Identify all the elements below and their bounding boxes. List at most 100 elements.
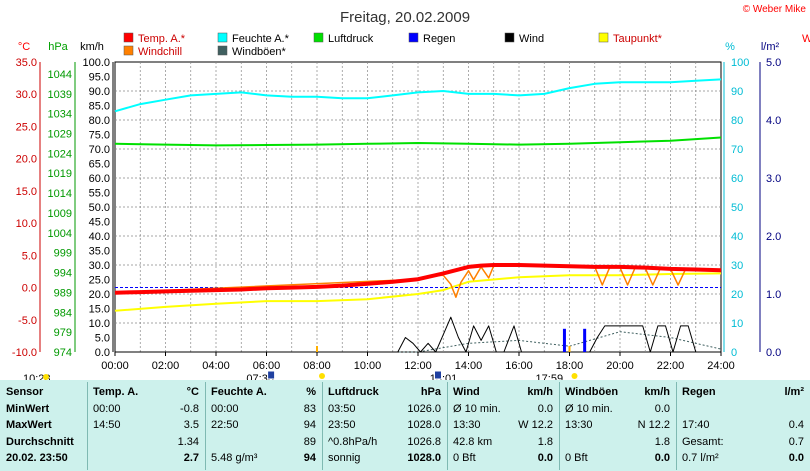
axis-tick-label: 0.0: [22, 283, 37, 295]
table-value: 1026.0: [407, 402, 441, 415]
x-tick-label: 10:00: [354, 360, 382, 372]
axis-tick-label: 80.0: [89, 115, 110, 127]
table-value: 0.0: [537, 452, 553, 464]
x-tick-label: 04:00: [202, 360, 230, 372]
table-time: Ø 10 min.: [453, 402, 501, 415]
legend-label: Taupunkt*: [613, 33, 663, 45]
table-time: 00:00: [211, 402, 239, 415]
axis-tick-label: 1009: [48, 208, 72, 220]
table-time: Gesamt:: [682, 435, 724, 448]
table-time: 13:30: [565, 419, 593, 431]
series-line-feuchtea: [114, 78, 722, 113]
credit-label: © Weber Mike: [743, 4, 807, 15]
marker-dot: [319, 373, 325, 379]
time-marker-label: 13:01: [430, 373, 458, 380]
axis-tick-label: 0: [731, 347, 737, 359]
axis-tick-label: 5.0: [766, 57, 781, 69]
axis-tick-label: 75.0: [89, 130, 110, 142]
axis-tick-label: 1039: [48, 89, 72, 101]
axis-tick-label: 70: [731, 144, 743, 156]
table-value: W 12.2: [518, 419, 553, 431]
axis-tick-label: 984: [54, 307, 72, 319]
legend-label: Temp. A.*: [138, 33, 186, 45]
table-row-label: MaxWert: [6, 419, 52, 431]
credit-fragment: W: [802, 33, 810, 45]
axis-tick-label: 60: [731, 173, 743, 185]
table-value: 2.7: [183, 452, 199, 464]
legend-swatch: [408, 32, 419, 43]
axis-tick-label: 20.0: [16, 154, 37, 166]
table-value: 3.5: [183, 419, 199, 431]
axis-tick-label: 0.0: [95, 347, 110, 359]
legend-swatch: [123, 32, 134, 43]
axis-tick-label: -10.0: [12, 347, 37, 359]
legend-swatch: [217, 45, 228, 56]
humidity-unit-label: %: [725, 41, 735, 53]
table-row-label: Durchschnitt: [6, 435, 74, 448]
rain-bar: [562, 328, 566, 352]
axis-tick-label: 60.0: [89, 173, 110, 185]
temp-unit-label: °C: [18, 41, 30, 53]
axis-tick-label: 1004: [48, 228, 72, 240]
axis-tick-label: 1014: [48, 188, 72, 200]
axis-tick-label: 974: [54, 347, 72, 359]
table-unit: l/m²: [784, 386, 804, 398]
statistics-table: Sensor MinWert MaxWert Durchschnitt 20.02. 2…: [0, 380, 810, 471]
axis-tick-label: 20: [731, 289, 743, 301]
table-value: 1026.8: [407, 435, 441, 448]
legend-label: Luftdruck: [328, 33, 374, 45]
legend: Temp. A.* Feuchte A.* Luftdruck Regen Wind Ta…: [123, 32, 663, 58]
column-separator: [559, 382, 560, 470]
axis-tick-label: 1024: [48, 148, 72, 160]
axis-tick-label: 100.0: [82, 57, 110, 69]
axis-tick-label: 40.0: [89, 231, 110, 243]
axis-tick-label: 979: [54, 327, 72, 339]
axis-ticks: 35.0 30.0 25.0 20.0 15.0 10.0 5.0 0.0 -5.0 -10.0 1…: [12, 57, 781, 372]
chart-title: Freitag, 20.02.2009: [340, 9, 470, 26]
table-value: 1.8: [537, 435, 553, 448]
column-separator: [447, 382, 448, 470]
legend-label: Windböen*: [232, 46, 287, 58]
axis-tick-label: 25.0: [89, 275, 110, 287]
series-line-wind: [115, 316, 721, 353]
table-time: 23:50: [328, 419, 356, 431]
table-time: 0 Bft: [453, 452, 476, 464]
table-value: 0.0: [654, 402, 670, 415]
legend-swatch: [313, 32, 324, 43]
axis-tick-label: 20.0: [89, 289, 110, 301]
x-tick-label: 00:00: [101, 360, 129, 372]
rain-unit-label: l/m²: [761, 41, 780, 53]
time-marker-label: 10:28: [23, 373, 51, 380]
table-unit: °C: [186, 386, 199, 398]
table-unit: km/h: [644, 386, 670, 398]
axis-tick-label: 35.0: [89, 246, 110, 258]
axis-tick-label: 5.0: [22, 250, 37, 262]
rain-bar: [583, 328, 587, 352]
series-line-luftdruck: [114, 136, 722, 147]
table-header: Wind: [453, 386, 480, 398]
table-time: 0 Bft: [565, 452, 588, 464]
table-time: 0.7 l/m²: [682, 452, 719, 464]
x-tick-label: 20:00: [606, 360, 634, 372]
axis-tick-label: 989: [54, 287, 72, 299]
table-value: 0.0: [788, 452, 804, 464]
table-value: 1028.0: [407, 452, 441, 464]
axis-tick-label: 4.0: [766, 115, 781, 127]
axis-tick-label: 999: [54, 248, 72, 260]
weather-chart: Freitag, 20.02.2009 © Weber Mike W °C hP…: [12, 4, 810, 380]
axis-tick-label: 100: [731, 57, 749, 69]
table-unit: hPa: [420, 386, 441, 398]
axis-tick-label: 90.0: [89, 86, 110, 98]
axis-tick-label: 1044: [48, 69, 72, 81]
axis-tick-label: 40: [731, 231, 743, 243]
series-line-tempa: [114, 263, 722, 295]
x-tick-label: 18:00: [556, 360, 584, 372]
table-row-label: 20.02. 23:50: [6, 452, 68, 464]
table-header: Temp. A.: [93, 386, 139, 398]
table-header: Feuchte A.: [211, 386, 267, 398]
sun-icon: [267, 370, 276, 380]
axis-tick-label: 5.0: [95, 333, 110, 345]
table-value: 0.0: [654, 452, 670, 464]
table-value: 94: [303, 419, 316, 431]
table-header: Sensor: [6, 386, 44, 398]
